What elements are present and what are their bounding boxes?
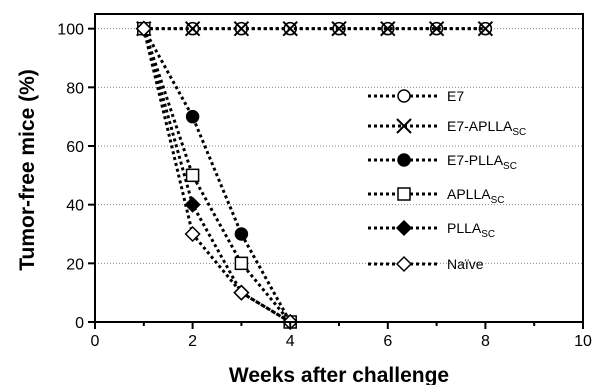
data-point-2-1 [185,109,200,124]
ticks: 0 20 40 60 80 100 0 2 4 6 8 10 [57,22,592,350]
legend: E7 E7-APLLASC E7-PLLASC APLLASC PLLASC Naïve [368,88,526,273]
legend-label-4: PLLASC [447,220,495,240]
data-point-1-7 [477,20,494,37]
data-point-1-1 [184,20,201,37]
series-2 [137,21,297,329]
data-point-1-3 [282,20,298,37]
data-point-2-2 [234,227,249,241]
data-point-1-4 [331,20,347,37]
legend-item-1: E7-APLLASC [368,118,526,138]
data-point-4-1 [184,196,201,213]
data-point-5-1 [184,225,201,243]
legend-label-5: Naïve [447,256,484,272]
legend-item-2: E7-PLLASC [368,152,517,172]
legend-item-3: APLLASC [368,186,505,206]
x-tick-label-4: 4 [286,333,295,350]
y-tick-label-60: 60 [66,139,84,156]
legend-item-5: Naïve [368,255,484,273]
legend-item-4: PLLASC [368,219,495,240]
legend-marker-1 [396,118,412,134]
data-point-5-2 [233,284,250,301]
y-tick-label-0: 0 [75,315,84,332]
y-axis-title: Tumor-free mice (%) [16,69,39,270]
y-tick-label-20: 20 [66,256,84,273]
series-line-2 [142,27,292,323]
legend-marker-4 [395,219,413,237]
y-tick-label-80: 80 [66,80,84,97]
legend-marker-5 [395,255,413,273]
x-axis-title: Weeks after challenge [229,364,449,385]
data-point-1-6 [428,20,445,37]
data-point-1-5 [380,20,396,37]
y-tick-label-100: 100 [57,22,84,39]
legend-label-2: E7-PLLASC [447,152,517,172]
legend-item-0: E7 [368,88,464,104]
data-point-3-2 [234,256,249,271]
x-tick-label-2: 2 [188,333,197,350]
legend-label-1: E7-APLLASC [447,118,526,138]
x-tick-label-10: 10 [574,333,592,350]
legend-marker-2 [397,153,411,167]
series-layer [135,20,494,331]
series-line-4 [142,28,291,324]
data-point-1-2 [233,20,250,37]
x-tick-label-8: 8 [481,333,490,350]
x-tick-label-0: 0 [91,333,100,350]
gridlines [95,28,583,264]
legend-label-0: E7 [447,88,464,104]
series-line-3 [142,28,292,323]
data-point-3-1 [185,168,200,183]
y-tick-label-40: 40 [66,198,84,215]
data-point-5-0 [135,20,152,37]
legend-marker-3 [397,187,411,201]
legend-label-3: APLLASC [447,186,505,206]
legend-marker-0 [397,89,411,103]
x-tick-label-6: 6 [383,333,392,350]
